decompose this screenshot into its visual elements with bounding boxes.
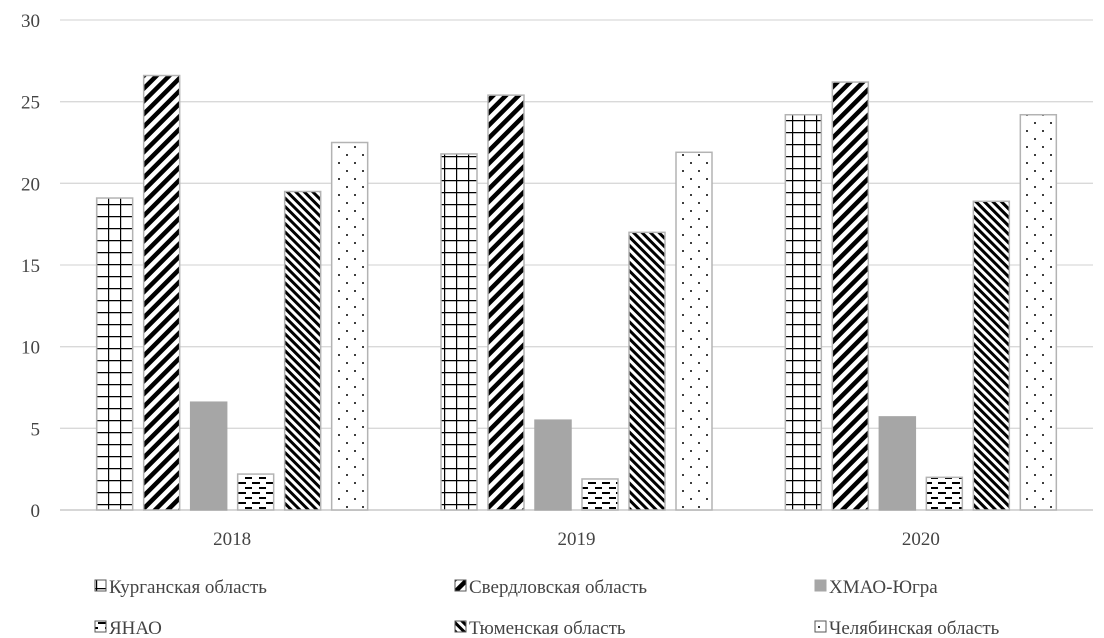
bar xyxy=(1019,113,1058,511)
legend-label: Челябинская область xyxy=(829,618,1000,638)
bar xyxy=(628,231,666,511)
legend-label: Курганская область xyxy=(109,577,267,598)
gridlines xyxy=(60,19,1093,511)
bar xyxy=(972,200,1011,511)
x-tick-label: 2018 xyxy=(213,529,251,550)
legend: Курганская область Свердловская область ХМ… xyxy=(94,577,1000,638)
bar xyxy=(878,416,917,511)
legend-swatch xyxy=(94,620,107,633)
bar xyxy=(440,153,478,511)
bar xyxy=(581,478,619,511)
bar xyxy=(831,81,870,511)
bar xyxy=(189,401,228,511)
x-axis-ticks: 2018 2019 2020 xyxy=(213,529,940,550)
y-tick-label: 15 xyxy=(21,256,40,277)
legend-swatch xyxy=(454,579,467,592)
y-axis-ticks: 0 5 10 15 20 25 30 xyxy=(21,11,40,522)
bar xyxy=(534,419,572,511)
legend-swatch xyxy=(814,579,827,592)
bar xyxy=(95,197,134,511)
y-tick-label: 10 xyxy=(21,338,40,359)
y-tick-label: 25 xyxy=(21,93,40,114)
legend-label: Свердловская область xyxy=(469,577,647,598)
y-tick-label: 0 xyxy=(31,501,41,522)
bar xyxy=(142,74,181,511)
legend-swatch xyxy=(454,620,467,633)
x-tick-label: 2020 xyxy=(902,529,940,550)
bar xyxy=(925,476,964,511)
y-tick-label: 30 xyxy=(21,11,40,32)
bar xyxy=(330,141,369,511)
y-tick-label: 20 xyxy=(21,174,40,195)
legend-label: ХМАО-Югра xyxy=(829,577,938,598)
legend-swatch xyxy=(94,579,107,592)
y-tick-label: 5 xyxy=(31,419,41,440)
bar xyxy=(784,113,823,511)
bar xyxy=(236,473,275,511)
bar xyxy=(283,190,322,511)
legend-swatch xyxy=(814,620,827,633)
bar xyxy=(675,151,713,511)
bars xyxy=(95,74,1058,511)
bar xyxy=(487,94,525,511)
legend-label: Тюменская область xyxy=(469,618,626,638)
x-tick-label: 2019 xyxy=(558,529,596,550)
legend-label: ЯНАО xyxy=(109,618,162,638)
